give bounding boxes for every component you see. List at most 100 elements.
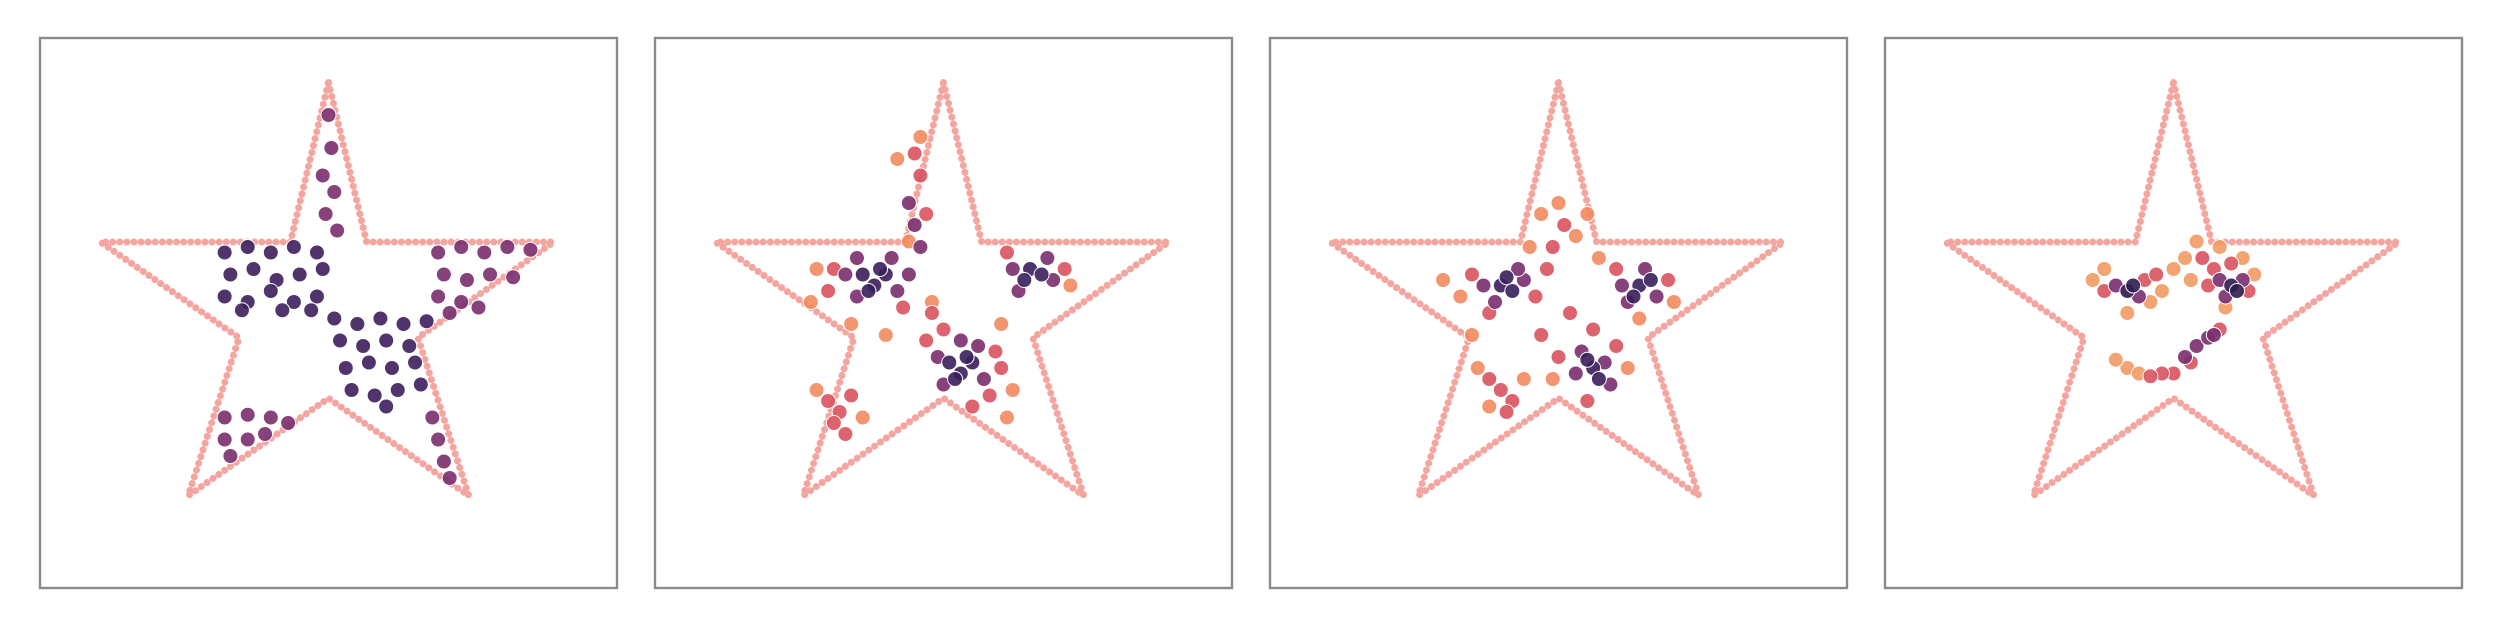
point [912,239,929,255]
point [993,316,1010,332]
point [216,288,233,305]
point [2205,327,2222,343]
point [222,448,239,464]
point [424,409,441,426]
point [1556,217,1573,233]
point [802,294,819,310]
panel [653,36,1234,590]
point [1665,294,1682,310]
point [360,354,377,371]
point [947,371,964,387]
point [314,167,331,184]
point [1585,321,1602,338]
point [441,470,458,486]
point [1562,305,1579,321]
point [958,349,975,365]
point [981,387,998,404]
point [2177,349,2194,365]
point [412,376,429,393]
point [430,431,447,448]
point [1648,288,1665,305]
point [837,266,854,283]
point [239,431,256,448]
point [1481,398,1498,415]
point [987,343,1004,360]
point [1579,206,1596,222]
point [912,167,929,184]
point [2223,255,2240,272]
point [1544,371,1561,387]
point [900,266,917,283]
point [1504,283,1521,299]
point [343,382,360,398]
point [1033,266,1050,283]
point [2211,239,2228,255]
point [848,250,865,266]
point [998,409,1015,426]
point [2153,283,2170,299]
point [912,129,929,145]
outline [712,79,1173,500]
point [239,406,256,423]
point [332,332,349,349]
point [435,266,452,283]
point [257,426,274,442]
point [918,206,935,222]
point [2096,261,2113,277]
point [441,305,458,321]
point [383,360,400,376]
point [1619,360,1636,376]
point [1004,261,1021,277]
point [1613,277,1630,294]
panel-frame [653,36,1234,590]
point [280,415,297,431]
point [239,239,256,255]
point [918,332,935,349]
point [262,244,279,261]
outline [1327,79,1788,500]
panel-frame [38,36,619,590]
point [1642,272,1659,288]
point [1608,338,1625,354]
point [1004,382,1021,398]
point [1567,228,1584,244]
point [1510,261,1527,277]
point [1475,277,1492,294]
point [326,184,343,200]
point [216,409,233,426]
panel-frame [1268,36,1849,590]
point [308,288,325,305]
point [820,283,837,299]
point [837,426,854,442]
point [222,266,239,283]
point [941,354,958,371]
point [285,294,302,310]
point [458,272,475,288]
point [975,371,992,387]
point [900,195,917,211]
point [522,241,539,258]
point [1550,195,1567,211]
point [1660,272,1677,288]
point [401,338,418,354]
point [1056,261,1073,277]
point [378,332,395,349]
point [320,107,337,123]
point [1625,288,1642,305]
point [1544,239,1561,255]
point [1579,351,1596,368]
point [274,302,291,319]
point [430,288,447,305]
point [389,382,406,398]
point [308,244,325,261]
point [2228,283,2245,299]
point [349,316,366,332]
point [964,398,981,415]
outline [97,79,558,500]
panel [1883,36,2464,590]
point [1550,349,1567,365]
point [337,360,354,376]
point [2182,272,2199,288]
point [1498,269,1515,286]
